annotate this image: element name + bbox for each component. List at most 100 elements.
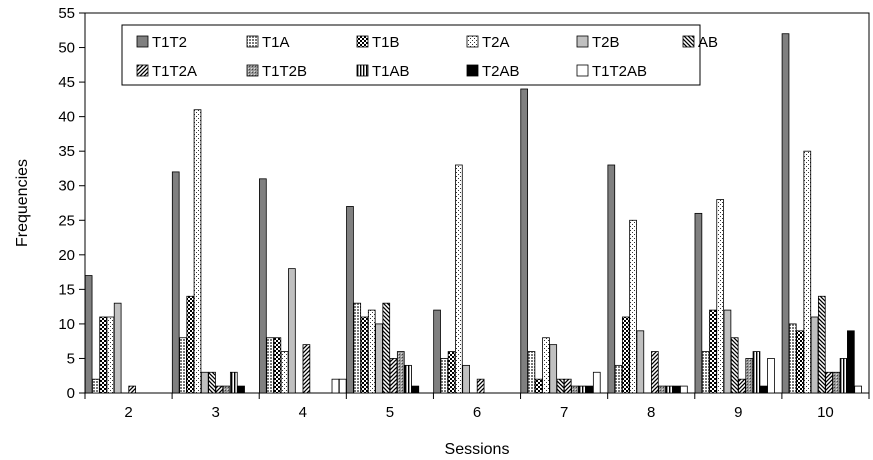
bar-t1t2-9 bbox=[694, 212, 703, 394]
y-tick-label: 25 bbox=[58, 212, 75, 229]
legend-swatch-t1t2a bbox=[136, 64, 149, 77]
x-axis-title: Sessions bbox=[445, 441, 510, 458]
bar-t1t2ab-8 bbox=[680, 385, 688, 394]
x-axis: 2 3 4 5 6 7 8 9 10 bbox=[84, 393, 870, 421]
bar-t2a-3 bbox=[193, 109, 202, 394]
bar-t2ab-3 bbox=[237, 385, 245, 394]
legend-swatch-t2b bbox=[576, 35, 589, 48]
bar-t1t2a-8 bbox=[651, 351, 659, 394]
legend-swatch-ab bbox=[682, 35, 695, 48]
bar-ab-10 bbox=[817, 295, 826, 394]
bar-t2a-2 bbox=[106, 316, 115, 394]
legend-label-t1ab: T1AB bbox=[372, 63, 410, 80]
bar-t1t2a-9 bbox=[738, 378, 746, 394]
bar-ab-7 bbox=[556, 378, 565, 394]
bar-t2b-10 bbox=[810, 316, 819, 394]
y-tick-label: 10 bbox=[58, 316, 75, 333]
legend-label-t1b: T1B bbox=[372, 34, 400, 51]
bar-t2a-6 bbox=[455, 164, 463, 394]
bar-t1t2a-6 bbox=[476, 378, 485, 394]
bar-t1t2ab-10 bbox=[854, 385, 862, 394]
y-tick-label: 50 bbox=[58, 40, 75, 57]
legend-swatch-t2ab bbox=[466, 64, 479, 77]
bar-ab-9 bbox=[730, 337, 739, 394]
y-tick-label: 30 bbox=[58, 178, 75, 195]
y-tick-label: 55 bbox=[58, 5, 75, 22]
bar-t1t2b-8 bbox=[658, 385, 666, 394]
x-tick-label: 7 bbox=[560, 404, 568, 421]
bar-t1b-10 bbox=[796, 330, 804, 394]
legend-label-t1t2a: T1T2A bbox=[152, 63, 197, 80]
bar-t1b-8 bbox=[621, 316, 630, 394]
bar-t1ab-7 bbox=[578, 385, 587, 394]
x-tick-label: 8 bbox=[647, 404, 655, 421]
bar-t2ab-10 bbox=[847, 330, 855, 394]
x-tick-label: 4 bbox=[299, 404, 307, 421]
bar-t1ab-9 bbox=[752, 351, 761, 394]
bar-t1t2-8 bbox=[607, 164, 616, 394]
bar-t2b-3 bbox=[200, 371, 209, 394]
bar-t1t2a-4 bbox=[302, 344, 311, 394]
bar-t1t2b-9 bbox=[745, 358, 754, 394]
bar-t2b-7 bbox=[549, 344, 558, 394]
legend-swatch-t2a bbox=[466, 35, 479, 48]
legend-label-t1a: T1A bbox=[262, 34, 290, 51]
bar-t1b-9 bbox=[709, 309, 717, 394]
legend-swatch-t1t2ab bbox=[576, 64, 589, 77]
legend: T1T2 T1A T1B T2A T2B AB T1T2A T1T2B T1AB T2AB T1T2… bbox=[121, 24, 718, 86]
bar-t2a-9 bbox=[716, 199, 725, 394]
bar-t1t2b-7 bbox=[571, 385, 579, 394]
bar-t2ab-9 bbox=[759, 385, 768, 394]
y-tick-label: 40 bbox=[58, 109, 75, 126]
bar-t1ab-10 bbox=[839, 358, 848, 394]
bar-t1t2-4 bbox=[259, 178, 267, 394]
bar-t2b-8 bbox=[636, 330, 645, 394]
bar-t1a-4 bbox=[266, 337, 274, 394]
x-tick-label: 6 bbox=[473, 404, 481, 421]
bar-ab-3 bbox=[208, 371, 216, 394]
bar-t1t2a-7 bbox=[563, 378, 572, 394]
bar-t1a-3 bbox=[179, 337, 187, 394]
bar-ab-5 bbox=[382, 302, 391, 394]
bar-t1t2a-5 bbox=[389, 358, 398, 394]
bar-t2a-8 bbox=[629, 219, 637, 394]
bars bbox=[84, 33, 862, 394]
bar-t1b-5 bbox=[360, 316, 369, 394]
bar-t1t2a-2 bbox=[128, 385, 137, 394]
bar-t2a-10 bbox=[803, 150, 812, 394]
legend-label-t2a: T2A bbox=[482, 34, 510, 51]
legend-label-t1t2b: T1T2B bbox=[262, 63, 307, 80]
bar-t2a-5 bbox=[367, 309, 376, 394]
bar-t1a-7 bbox=[527, 351, 536, 394]
y-axis-title: Frequencies bbox=[14, 159, 31, 247]
bar-t1t2a-3 bbox=[215, 385, 224, 394]
bar-t1a-2 bbox=[92, 378, 100, 394]
y-tick-label: 20 bbox=[58, 247, 75, 264]
bar-t2b-4 bbox=[288, 268, 296, 394]
bar-t1t2-6 bbox=[433, 309, 441, 394]
bar-t1t2-5 bbox=[346, 206, 354, 394]
legend-swatch-t1t2b bbox=[246, 64, 259, 77]
bar-t1ab-5 bbox=[404, 364, 412, 394]
bar-t1a-9 bbox=[701, 351, 710, 394]
legend-label-ab: AB bbox=[698, 34, 718, 51]
bar-t2ab-7 bbox=[585, 385, 594, 394]
bar-t1t2ab-7 bbox=[592, 371, 601, 394]
bar-series-11-4 bbox=[338, 378, 347, 394]
bar-t1t2b-10 bbox=[832, 371, 841, 394]
bar-t1t2b-5 bbox=[396, 351, 405, 394]
bar-t1b-3 bbox=[186, 295, 195, 394]
legend-label-t1t2: T1T2 bbox=[152, 34, 187, 51]
x-tick-label: 3 bbox=[211, 404, 219, 421]
bar-t1t2-10 bbox=[781, 33, 790, 394]
x-tick-label: 10 bbox=[817, 404, 834, 421]
bar-t1t2b-3 bbox=[222, 385, 231, 394]
y-tick-label: 5 bbox=[67, 350, 75, 367]
y-tick-label: 45 bbox=[58, 74, 75, 91]
x-tick-label: 5 bbox=[386, 404, 394, 421]
bar-t1ab-8 bbox=[665, 385, 674, 394]
bar-t2ab-5 bbox=[411, 385, 420, 394]
legend-label-t2ab: T2AB bbox=[482, 63, 520, 80]
legend-box bbox=[121, 24, 701, 86]
y-tick-label: 0 bbox=[67, 385, 75, 402]
